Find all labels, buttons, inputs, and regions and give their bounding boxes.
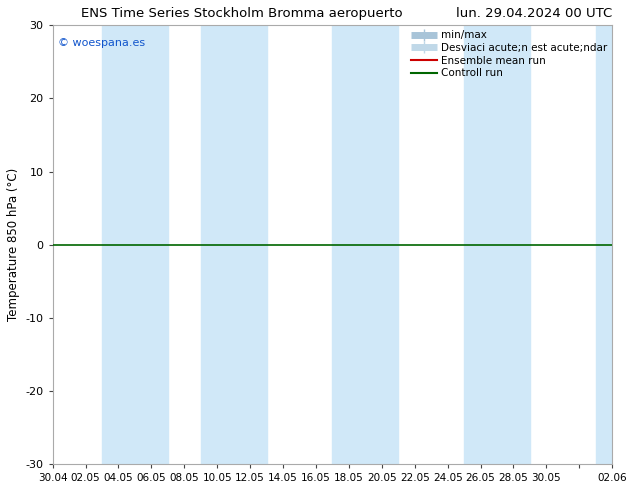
Bar: [201, 25, 267, 464]
Text: © woespana.es: © woespana.es: [58, 38, 145, 49]
Text: lun. 29.04.2024 00 UTC: lun. 29.04.2024 00 UTC: [456, 7, 612, 20]
Bar: [102, 25, 168, 464]
Bar: [332, 25, 398, 464]
Legend: min/max, Desviaci acute;n est acute;ndar, Ensemble mean run, Controll run: min/max, Desviaci acute;n est acute;ndar…: [408, 28, 609, 80]
Bar: [596, 25, 612, 464]
Text: ENS Time Series Stockholm Bromma aeropuerto: ENS Time Series Stockholm Bromma aeropue…: [81, 7, 402, 20]
Bar: [464, 25, 530, 464]
Y-axis label: Temperature 850 hPa (°C): Temperature 850 hPa (°C): [7, 168, 20, 321]
